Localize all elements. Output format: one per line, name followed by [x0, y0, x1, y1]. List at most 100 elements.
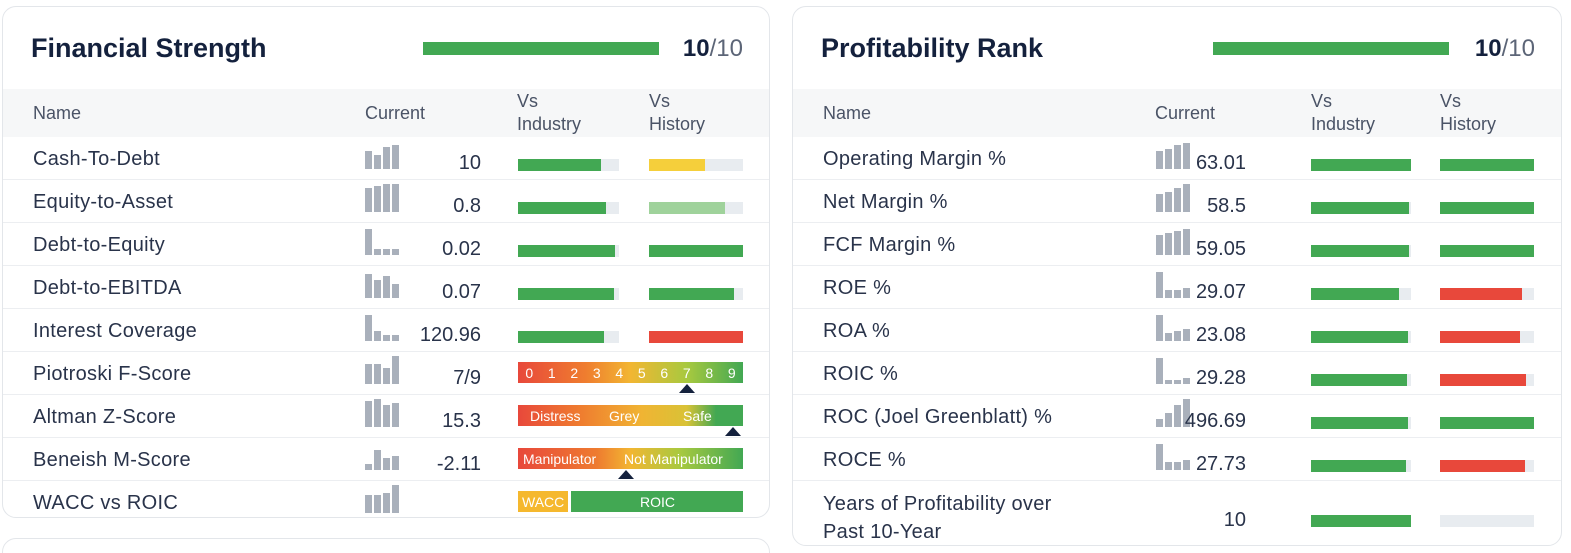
vs-history-bar[interactable]	[1440, 288, 1534, 300]
vs-industry-bar[interactable]	[518, 202, 619, 214]
history-sparkline-icon[interactable]	[1156, 270, 1190, 298]
row-name[interactable]: Equity-to-Asset	[33, 191, 174, 213]
row-name[interactable]: FCF Margin %	[823, 234, 956, 256]
altman-grey-label: Grey	[609, 408, 640, 424]
row-bars	[793, 395, 1561, 438]
history-sparkline-icon[interactable]	[365, 399, 399, 427]
row-name[interactable]: ROCE %	[823, 449, 906, 471]
sparkline-bar	[1165, 192, 1172, 212]
history-sparkline-icon[interactable]	[1156, 313, 1190, 341]
sparkline-bar	[1165, 333, 1172, 341]
sparkline-bar	[392, 284, 399, 298]
row-name[interactable]: Cash-To-Debt	[33, 148, 160, 170]
row-name[interactable]: Debt-to-EBITDA	[33, 277, 182, 299]
header-vs-history[interactable]: Vs History	[649, 91, 706, 134]
vs-history-bar[interactable]	[649, 331, 743, 343]
history-sparkline-icon[interactable]	[365, 485, 399, 513]
table-row[interactable]: ROCE % 27.73	[793, 438, 1561, 481]
vs-industry-bar[interactable]	[518, 288, 619, 300]
table-row[interactable]: FCF Margin % 59.05	[793, 223, 1561, 266]
vs-history-bar[interactable]	[1440, 331, 1534, 343]
row-name[interactable]: ROC (Joel Greenblatt) %	[823, 406, 1053, 428]
history-sparkline-icon[interactable]	[365, 313, 399, 341]
table-row[interactable]: WACC vs ROIC WACC ROIC	[3, 481, 769, 517]
table-row[interactable]: Operating Margin % 63.01	[793, 137, 1561, 180]
vs-history-bar[interactable]	[649, 159, 743, 171]
row-name[interactable]: Years of Profitability over Past 10-Year	[823, 493, 1052, 543]
row-name[interactable]: Debt-to-Equity	[33, 234, 166, 256]
vs-industry-bar[interactable]	[518, 331, 619, 343]
row-name[interactable]: Piotroski F-Score	[33, 363, 192, 385]
history-sparkline-icon[interactable]	[1156, 141, 1190, 169]
vs-history-bar[interactable]	[1440, 460, 1534, 472]
vs-history-bar[interactable]	[1440, 374, 1534, 386]
piotroski-digit: 6	[660, 364, 669, 381]
vs-history-bar[interactable]	[1440, 202, 1534, 214]
vs-history-bar[interactable]	[1440, 417, 1534, 429]
sparkline-bar	[1156, 194, 1163, 212]
vs-industry-bar[interactable]	[1311, 202, 1411, 214]
vs-history-bar[interactable]	[1440, 245, 1534, 257]
vs-industry-bar[interactable]	[1311, 288, 1411, 300]
vs-industry-bar[interactable]	[1311, 460, 1411, 472]
table-row[interactable]: ROE % 29.07	[793, 266, 1561, 309]
header-vs-industry[interactable]: Vs Industry	[517, 91, 582, 134]
vs-history-bar[interactable]	[1440, 159, 1534, 171]
history-sparkline-icon[interactable]	[365, 227, 399, 255]
table-row[interactable]: ROC (Joel Greenblatt) % 496.69	[793, 395, 1561, 438]
table-row[interactable]: Debt-to-Equity 0.02	[3, 223, 769, 266]
row-name[interactable]: Operating Margin %	[823, 148, 1007, 170]
table-row[interactable]: Debt-to-EBITDA 0.07	[3, 266, 769, 309]
table-row[interactable]: Cash-To-Debt 10	[3, 137, 769, 180]
header-vs-history[interactable]: Vs History	[1440, 91, 1497, 134]
vs-industry-bar[interactable]	[1311, 515, 1411, 527]
header-vs-industry[interactable]: Vs Industry	[1311, 91, 1376, 134]
row-name[interactable]: ROA %	[823, 320, 891, 342]
row-current-value: 29.28	[1195, 367, 1246, 389]
vs-history-bar[interactable]	[649, 202, 743, 214]
piotroski-digit: 4	[615, 364, 624, 381]
vs-history-bar[interactable]	[1440, 515, 1534, 527]
vs-industry-bar[interactable]	[1311, 374, 1411, 386]
row-name[interactable]: Interest Coverage	[33, 320, 198, 342]
history-sparkline-icon[interactable]	[1156, 442, 1190, 470]
table-row[interactable]: ROIC % 29.28	[793, 352, 1561, 395]
history-sparkline-icon[interactable]	[365, 356, 399, 384]
piotroski-digit: 7	[682, 364, 691, 381]
history-sparkline-icon[interactable]	[365, 442, 399, 470]
table-row[interactable]: Altman Z-Score 15.3 Distress Grey Safe	[3, 395, 769, 438]
vs-industry-bar[interactable]	[518, 159, 619, 171]
history-sparkline-icon[interactable]	[1156, 227, 1190, 255]
vs-history-bar-fill	[1440, 374, 1526, 386]
vs-history-bar[interactable]	[649, 245, 743, 257]
row-name[interactable]: WACC vs ROIC	[33, 492, 179, 514]
sparkline-bar	[1174, 290, 1181, 298]
table-row[interactable]: Interest Coverage 120.96	[3, 309, 769, 352]
table-row[interactable]: Piotroski F-Score 7/9 0 1 2 3 4 5 6 7 8 9	[3, 352, 769, 395]
vs-industry-bar[interactable]	[1311, 245, 1411, 257]
table-row[interactable]: Beneish M-Score -2.11 Manipulator Not Manip…	[3, 438, 769, 481]
vs-industry-bar[interactable]	[1311, 331, 1411, 343]
sparkline-bar	[383, 335, 390, 341]
row-current-value: 58.5	[1207, 195, 1246, 217]
vs-history-bar[interactable]	[649, 288, 743, 300]
table-row[interactable]: Net Margin % 58.5	[793, 180, 1561, 223]
row-name[interactable]: ROE %	[823, 277, 892, 299]
row-name[interactable]: Altman Z-Score	[33, 406, 177, 428]
table-row[interactable]: ROA % 23.08	[793, 309, 1561, 352]
history-sparkline-icon[interactable]	[1156, 399, 1190, 427]
history-sparkline-icon[interactable]	[1156, 356, 1190, 384]
sparkline-bar	[1156, 444, 1163, 470]
history-sparkline-icon[interactable]	[365, 141, 399, 169]
table-row[interactable]: Years of Profitability over Past 10-Year…	[793, 481, 1561, 545]
row-name[interactable]: Beneish M-Score	[33, 449, 191, 471]
row-name[interactable]: ROIC %	[823, 363, 899, 385]
vs-industry-bar[interactable]	[1311, 159, 1411, 171]
history-sparkline-icon[interactable]	[1156, 184, 1190, 212]
history-sparkline-icon[interactable]	[365, 270, 399, 298]
table-row[interactable]: Equity-to-Asset 0.8	[3, 180, 769, 223]
history-sparkline-icon[interactable]	[365, 184, 399, 212]
row-name[interactable]: Net Margin %	[823, 191, 948, 213]
vs-industry-bar[interactable]	[1311, 417, 1411, 429]
vs-industry-bar[interactable]	[518, 245, 619, 257]
